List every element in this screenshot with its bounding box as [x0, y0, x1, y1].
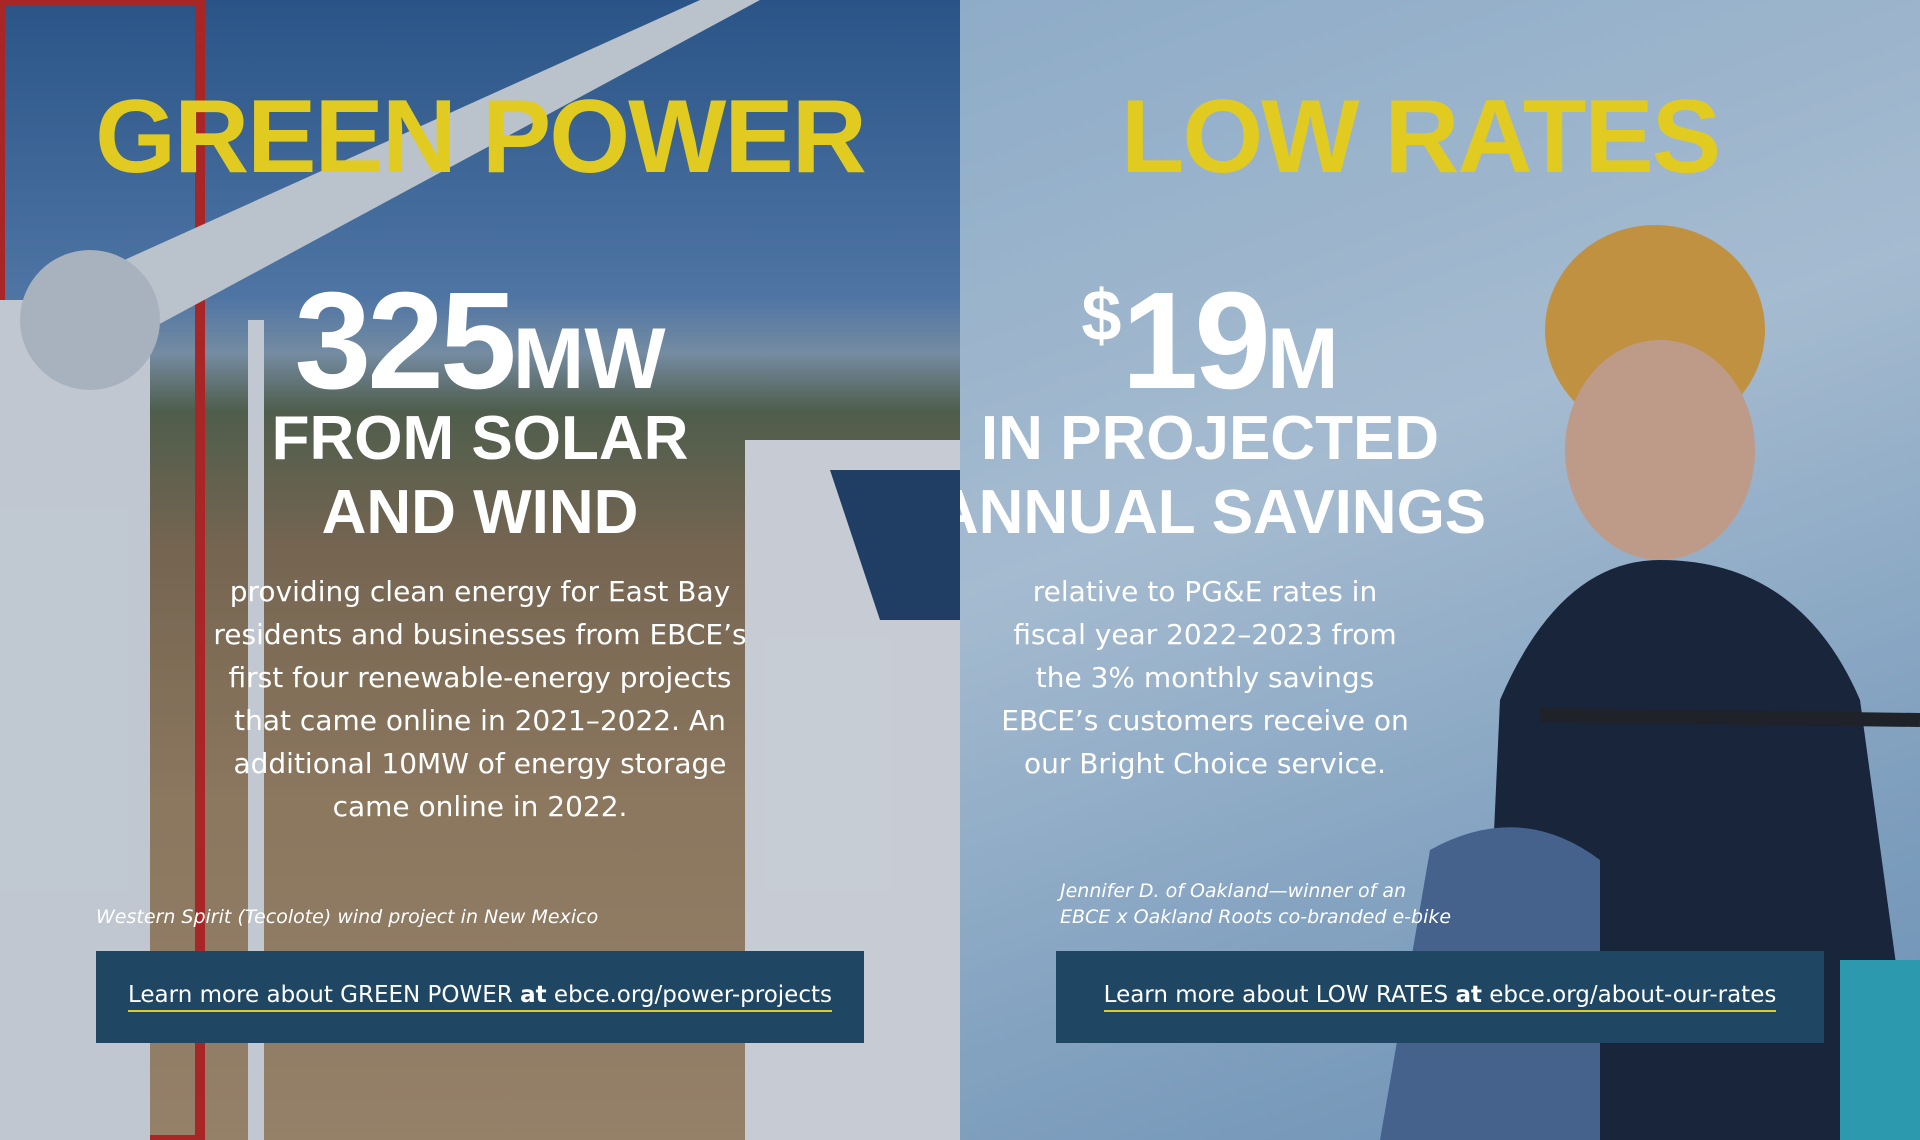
link-url: ebce.org/about-our-rates — [1489, 982, 1776, 1008]
title: GREEN POWER — [0, 78, 960, 197]
learn-more-link[interactable]: Learn more about GREEN POWER at ebce.org… — [96, 951, 864, 1043]
body-text: relative to PG&E rates in fiscal year 20… — [1000, 570, 1410, 785]
caption-line: Jennifer D. of Oakland—winner of an — [1060, 878, 1451, 904]
link-prefix: Learn more about LOW RATES — [1104, 982, 1448, 1008]
title: LOW RATES — [960, 78, 1900, 197]
link-at: at — [1455, 982, 1482, 1008]
link-prefix: Learn more about GREEN POWER — [128, 982, 513, 1008]
page: GREEN POWER 325MW FROM SOLARAND WIND pro… — [0, 0, 1920, 1140]
stat-unit: M — [1267, 311, 1339, 407]
subtitle-line: ANNUAL SAVINGS — [960, 476, 1690, 550]
subtitle-line: FROM SOLAR — [0, 402, 960, 476]
learn-more-link[interactable]: Learn more about LOW RATES at ebce.org/a… — [1056, 951, 1824, 1043]
link-text[interactable]: Learn more about LOW RATES at ebce.org/a… — [1104, 982, 1777, 1012]
subtitle-line: IN PROJECTED — [960, 402, 1690, 476]
stat-number: 325 — [294, 264, 512, 418]
caption-line: EBCE x Oakland Roots co-branded e-bike — [1060, 904, 1451, 930]
link-url: ebce.org/power-projects — [554, 982, 832, 1008]
stat: $19M — [960, 262, 1690, 421]
link-at: at — [520, 982, 547, 1008]
caption: Western Spirit (Tecolote) wind project i… — [96, 904, 598, 930]
stat-number: 19 — [1121, 264, 1267, 418]
body-text: providing clean energy for East Bay resi… — [210, 570, 750, 828]
stat-prefix: $ — [1081, 276, 1121, 356]
link-text[interactable]: Learn more about GREEN POWER at ebce.org… — [128, 982, 832, 1012]
subtitle-line: AND WIND — [0, 476, 960, 550]
stat: 325MW — [0, 262, 960, 421]
stat-unit: MW — [513, 311, 666, 407]
caption-line: Western Spirit (Tecolote) wind project i… — [96, 904, 598, 930]
